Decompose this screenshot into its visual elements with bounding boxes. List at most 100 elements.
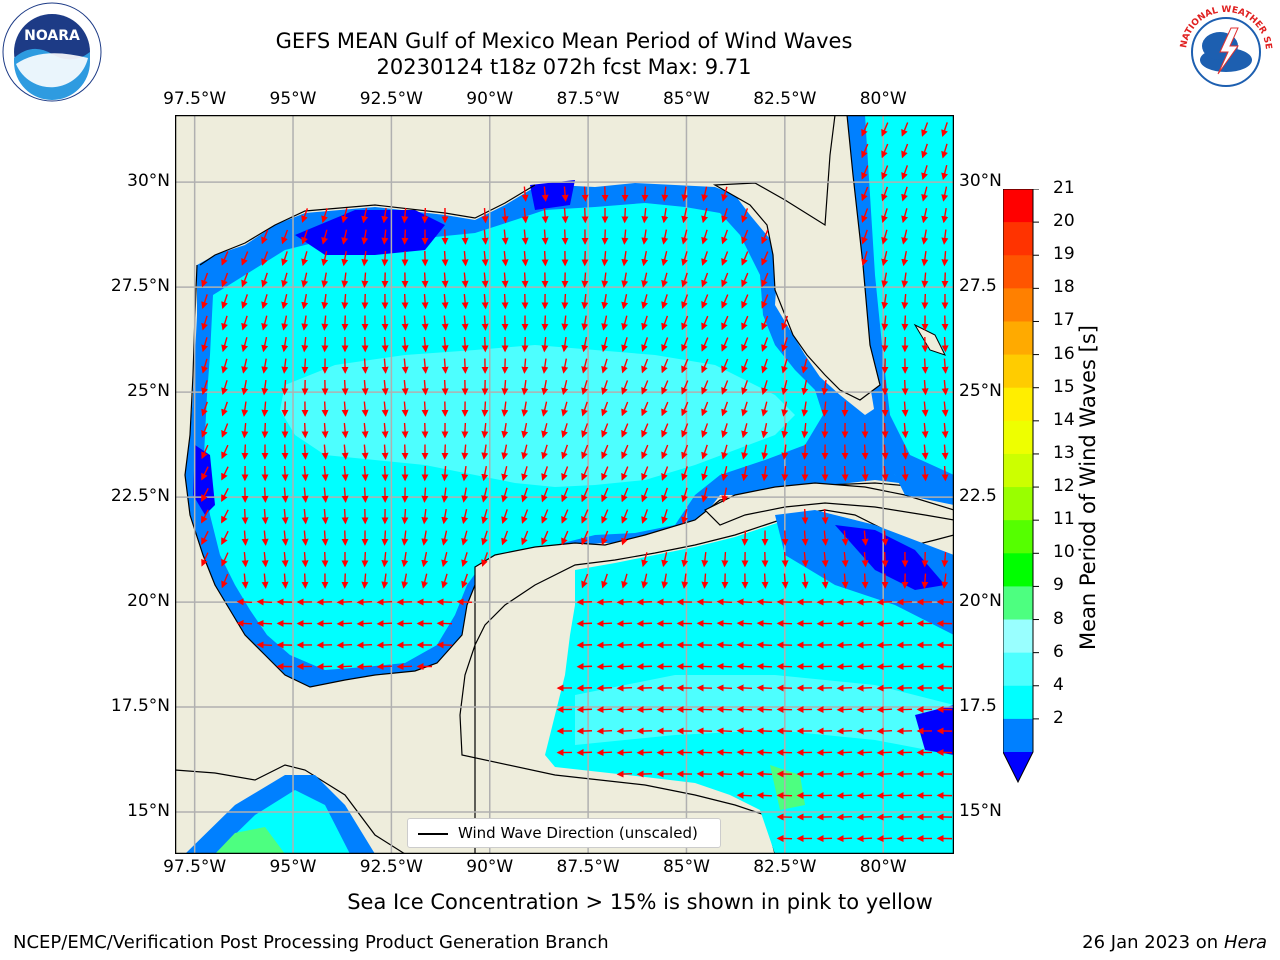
wind-arrow (541, 229, 549, 245)
wind-arrow (821, 573, 829, 589)
wind-arrow (681, 509, 689, 525)
wind-arrow (281, 551, 289, 568)
wind-arrow (441, 358, 449, 374)
wind-arrow (501, 293, 509, 310)
wind-arrow (576, 684, 593, 692)
wind-arrow (781, 315, 789, 331)
wind-arrow (836, 792, 853, 800)
wind-arrow (596, 663, 613, 671)
wind-arrow (561, 509, 569, 524)
wind-arrow (821, 401, 829, 417)
wind-arrow (241, 508, 249, 525)
wind-arrow (641, 358, 649, 374)
colorbar-tick-label: 18 (1053, 277, 1075, 298)
wind-arrow (761, 380, 768, 396)
wind-arrow (881, 143, 889, 159)
wind-arrow (616, 706, 633, 714)
wind-arrow (421, 207, 429, 224)
wind-arrow (721, 208, 728, 223)
wind-arrow (876, 792, 893, 800)
wind-arrow (541, 250, 549, 267)
sea-ice-note: Sea Ice Concentration > 15% is shown in … (347, 890, 933, 914)
colorbar-segment (1003, 387, 1033, 422)
lon-label-top: 87.5°W (556, 89, 620, 109)
wind-arrow (701, 208, 709, 224)
lat-label-left: 30°N (127, 171, 170, 192)
wind-arrow (621, 466, 629, 481)
wind-arrow (336, 641, 353, 649)
wind-arrow (621, 487, 629, 503)
lat-label-right: 25°N (959, 381, 1002, 402)
wind-arrow (836, 770, 853, 778)
wind-arrow (856, 598, 873, 606)
wind-arrow (901, 186, 908, 202)
wind-arrow (401, 508, 409, 525)
wind-arrow (941, 122, 948, 137)
wind-arrow (401, 444, 409, 460)
wind-arrow (301, 422, 309, 439)
wind-arrow (701, 380, 709, 395)
wind-arrow (836, 749, 853, 757)
colorbar-segment (1003, 255, 1033, 289)
wind-arrow (481, 207, 489, 224)
wind-arrow (361, 250, 369, 267)
wind-arrow (881, 122, 889, 137)
wind-arrow (581, 358, 589, 374)
wind-arrow (581, 337, 589, 353)
wind-arrow (361, 444, 369, 460)
wind-arrow (541, 423, 549, 439)
wind-arrow (581, 423, 589, 438)
wind-arrow (681, 315, 689, 331)
wind-arrow (761, 272, 769, 288)
wind-arrow (521, 444, 529, 460)
wind-arrow (541, 530, 549, 546)
wind-arrow (421, 336, 429, 353)
wind-arrow (281, 358, 289, 374)
lon-label-top: 85°W (662, 89, 710, 109)
wind-arrow (741, 465, 749, 482)
wind-arrow (881, 315, 889, 331)
wind-arrow (681, 380, 689, 395)
wind-arrow (281, 229, 289, 245)
colorbar-segment (1003, 222, 1033, 256)
wind-arrow (501, 207, 509, 224)
wind-arrow (836, 663, 853, 671)
wind-arrow (381, 422, 389, 439)
wind-arrow (841, 530, 849, 546)
wind-arrow (336, 598, 353, 606)
wind-arrow (241, 379, 249, 396)
wind-arrow (281, 272, 288, 288)
wind-arrow (336, 620, 353, 628)
wind-arrow (581, 509, 589, 524)
wind-arrow (341, 293, 349, 310)
wind-arrow (281, 336, 289, 353)
wind-arrow (501, 509, 508, 524)
wind-arrow (761, 315, 769, 331)
footer-right: 26 Jan 2023 on Hera (1082, 932, 1267, 953)
wind-arrow (336, 663, 353, 671)
wind-arrow (901, 401, 909, 417)
wind-arrow (801, 401, 809, 417)
legend-label: Wind Wave Direction (unscaled) (458, 824, 698, 842)
noaa-logo-text: NOARA (24, 28, 80, 44)
lat-label-right: 22.5 (959, 486, 997, 507)
wind-arrow (681, 466, 688, 481)
wind-arrow (621, 294, 629, 310)
wind-arrow (261, 315, 269, 331)
wind-arrow (881, 293, 889, 310)
wind-arrow (501, 229, 509, 245)
wind-arrow (401, 336, 409, 353)
wind-arrow (941, 143, 948, 159)
wind-arrow (581, 573, 589, 589)
wind-arrow (921, 272, 929, 288)
wind-arrow (741, 444, 749, 460)
wind-arrow (881, 208, 888, 223)
wind-arrow (601, 380, 608, 395)
wind-arrow (381, 207, 389, 224)
colorbar-tick-label: 15 (1053, 376, 1075, 397)
wind-arrow (521, 336, 529, 353)
wind-arrow (356, 620, 373, 628)
wind-arrow (301, 444, 309, 460)
wind-arrow (401, 573, 409, 589)
lon-label-bottom: 92.5°W (359, 857, 423, 877)
